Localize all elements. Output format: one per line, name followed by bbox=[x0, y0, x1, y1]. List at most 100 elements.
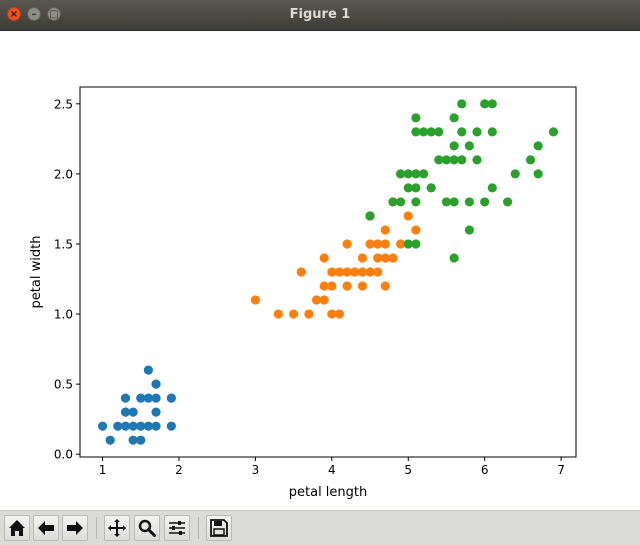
scatter-point bbox=[357, 267, 367, 277]
scatter-point bbox=[357, 253, 367, 263]
scatter-point bbox=[411, 183, 421, 193]
scatter-point bbox=[457, 155, 467, 165]
scatter-point bbox=[166, 393, 176, 403]
scatter-point bbox=[411, 169, 421, 179]
scatter-point bbox=[533, 169, 543, 179]
y-tick-label: 1.0 bbox=[54, 308, 73, 322]
scatter-point bbox=[396, 239, 406, 249]
scatter-point bbox=[296, 267, 306, 277]
scatter-point bbox=[426, 183, 436, 193]
scatter-point bbox=[380, 225, 390, 235]
scatter-point bbox=[487, 183, 497, 193]
scatter-point bbox=[311, 295, 322, 305]
scatter-point bbox=[128, 407, 138, 417]
scatter-point bbox=[525, 155, 536, 165]
scatter-point bbox=[97, 421, 108, 431]
x-tick-label: 1 bbox=[99, 463, 107, 477]
scatter-point bbox=[151, 379, 161, 389]
scatter-point bbox=[487, 127, 497, 137]
scatter-point bbox=[464, 141, 474, 151]
scatter-point bbox=[434, 155, 444, 165]
navigation-toolbar bbox=[0, 510, 640, 545]
scatter-point bbox=[136, 393, 146, 403]
scatter-point bbox=[319, 295, 329, 305]
arrow-right-icon bbox=[67, 521, 83, 535]
scatter-point bbox=[113, 421, 123, 431]
scatter-point bbox=[373, 253, 383, 263]
scatter-point bbox=[120, 421, 131, 431]
scatter-point bbox=[411, 197, 421, 207]
scatter-point bbox=[143, 393, 153, 403]
scatter-point bbox=[480, 99, 490, 109]
scatter-point bbox=[449, 155, 459, 165]
scatter-point bbox=[151, 393, 161, 403]
scatter-point bbox=[342, 267, 352, 277]
scatter-point bbox=[449, 197, 459, 207]
scatter-point bbox=[342, 239, 352, 249]
scatter-point bbox=[342, 281, 352, 291]
floppy-disk-icon bbox=[210, 519, 228, 537]
x-tick-label: 7 bbox=[557, 463, 565, 477]
minimize-window-button[interactable]: – bbox=[27, 7, 41, 21]
scatter-point bbox=[464, 225, 474, 235]
scatter-point bbox=[403, 169, 413, 179]
configure-subplots-button[interactable] bbox=[164, 515, 190, 541]
scatter-point bbox=[434, 127, 444, 137]
zoom-button[interactable] bbox=[134, 515, 160, 541]
toolbar-separator bbox=[96, 517, 97, 539]
scatter-point bbox=[319, 281, 329, 291]
scatter-point bbox=[380, 281, 390, 291]
scatter-point bbox=[396, 197, 406, 207]
scatter-point bbox=[365, 267, 375, 277]
scatter-point bbox=[136, 435, 146, 445]
scatter-point bbox=[533, 141, 543, 151]
scatter-point bbox=[503, 197, 513, 207]
scatter-point bbox=[136, 421, 146, 431]
scatter-point bbox=[411, 239, 421, 249]
scatter-point bbox=[411, 127, 421, 137]
maximize-window-button[interactable]: □ bbox=[47, 7, 61, 21]
axes-frame bbox=[79, 86, 577, 458]
window-title: Figure 1 bbox=[289, 7, 351, 22]
y-axis-label: petal width bbox=[29, 236, 44, 309]
scatter-point bbox=[166, 421, 176, 431]
scatter-point bbox=[457, 99, 467, 109]
toolbar-separator bbox=[198, 517, 199, 539]
scatter-point bbox=[365, 239, 375, 249]
close-window-button[interactable]: × bbox=[7, 7, 21, 21]
scatter-point bbox=[472, 127, 482, 137]
scatter-point bbox=[350, 267, 360, 277]
scatter-point bbox=[487, 99, 497, 109]
scatter-point bbox=[449, 141, 459, 151]
scatter-point bbox=[273, 309, 283, 319]
scatter-point bbox=[388, 253, 398, 263]
scatter-point bbox=[334, 267, 345, 277]
back-button[interactable] bbox=[33, 515, 59, 541]
scatter-point bbox=[289, 309, 299, 319]
forward-button[interactable] bbox=[62, 515, 88, 541]
scatter-point bbox=[457, 127, 467, 137]
scatter-point bbox=[449, 253, 459, 263]
scatter-point bbox=[426, 127, 436, 137]
scatter-point bbox=[128, 435, 138, 445]
scatter-point bbox=[480, 197, 490, 207]
scatter-point bbox=[373, 239, 383, 249]
save-button[interactable] bbox=[206, 515, 232, 541]
minimize-icon: – bbox=[31, 9, 37, 20]
pan-button[interactable] bbox=[104, 515, 130, 541]
x-tick-label: 4 bbox=[328, 463, 336, 477]
scatter-point bbox=[327, 267, 337, 277]
scatter-point bbox=[327, 281, 337, 291]
home-button[interactable] bbox=[4, 515, 30, 541]
y-tick-label: 2.5 bbox=[54, 97, 73, 111]
y-axis-ticks: 0.0 0.5 1.0 1.5 2.0 2.5 bbox=[54, 97, 80, 462]
scatter-point bbox=[105, 435, 115, 445]
scatter-point bbox=[334, 309, 345, 319]
x-tick-label: 2 bbox=[175, 463, 183, 477]
scatter-point bbox=[304, 309, 314, 319]
scatter-point bbox=[365, 211, 375, 221]
home-icon bbox=[9, 520, 25, 536]
scatter-point bbox=[380, 239, 390, 249]
